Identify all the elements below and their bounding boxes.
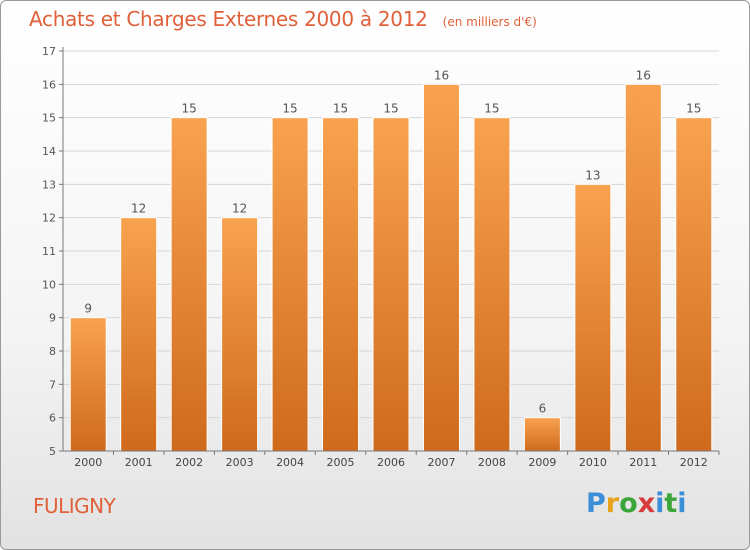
y-tick-label: 11 <box>42 245 56 258</box>
x-tick-label: 2007 <box>427 456 455 469</box>
data-label: 15 <box>484 102 499 116</box>
x-tick-label: 2005 <box>327 456 355 469</box>
logo-letter: i <box>655 488 665 519</box>
y-tick-label: 17 <box>42 45 56 58</box>
data-label: 13 <box>585 168 600 182</box>
y-tick-label: 13 <box>42 178 56 191</box>
bar <box>271 117 309 452</box>
bar <box>372 117 410 452</box>
place-name: FULIGNY <box>33 494 116 518</box>
bar <box>473 117 511 452</box>
chart-unit: (en milliers d'€) <box>442 15 537 29</box>
x-tick-label: 2003 <box>226 456 254 469</box>
y-tick-label: 7 <box>49 378 56 391</box>
x-tick-label: 2008 <box>478 456 506 469</box>
bar <box>624 83 662 452</box>
x-tick-label: 2000 <box>74 456 102 469</box>
y-tick-label: 16 <box>42 78 56 91</box>
bar <box>322 117 360 452</box>
data-label: 16 <box>636 68 651 82</box>
x-tick-label: 2002 <box>175 456 203 469</box>
x-tick-label: 2009 <box>528 456 556 469</box>
chart-title-area: Achats et Charges Externes 2000 à 2012 (… <box>29 7 537 31</box>
bars <box>69 83 713 452</box>
y-tick-label: 10 <box>42 278 56 291</box>
bar <box>422 83 460 452</box>
data-label: 16 <box>434 68 449 82</box>
bar <box>170 117 208 452</box>
x-tick-label: 2012 <box>680 456 708 469</box>
data-label: 12 <box>232 202 247 216</box>
data-label: 15 <box>686 102 701 116</box>
logo-letter: x <box>637 488 656 519</box>
logo-letter: o <box>619 488 638 519</box>
x-tick-label: 2010 <box>579 456 607 469</box>
logo-letter: r <box>605 488 620 519</box>
x-tick-label: 2011 <box>629 456 657 469</box>
data-label: 15 <box>182 102 197 116</box>
y-tick-label: 5 <box>49 445 56 458</box>
logo-letter: i <box>677 488 687 519</box>
axes <box>59 47 720 455</box>
y-tick-label: 12 <box>42 212 56 225</box>
y-tick-label: 15 <box>42 112 56 125</box>
bar <box>120 217 158 452</box>
bar <box>574 183 612 452</box>
bar <box>675 117 713 452</box>
y-tick-label: 8 <box>49 345 56 358</box>
proxiti-logo: Proxiti <box>586 488 687 519</box>
x-tick-label: 2006 <box>377 456 405 469</box>
data-label: 15 <box>383 102 398 116</box>
logo-letter: P <box>586 488 606 519</box>
data-label: 6 <box>539 402 547 416</box>
y-tick-label: 14 <box>42 145 56 158</box>
data-label: 15 <box>282 102 297 116</box>
y-tick-label: 9 <box>49 312 56 325</box>
data-label: 15 <box>333 102 348 116</box>
logo-letter: t <box>664 488 678 519</box>
bar <box>69 317 107 452</box>
bar <box>221 217 259 452</box>
y-tick-label: 6 <box>49 412 56 425</box>
x-tick-label: 2004 <box>276 456 304 469</box>
data-label: 9 <box>84 302 92 316</box>
labels: 5 6 7 8 9 10 11 12 13 14 15 16 17 9 2000 12 2001 15 2002 12… <box>42 45 708 469</box>
chart-title: Achats et Charges Externes 2000 à 2012 <box>29 7 428 31</box>
data-label: 12 <box>131 202 146 216</box>
x-tick-label: 2001 <box>125 456 153 469</box>
bar <box>523 417 561 452</box>
